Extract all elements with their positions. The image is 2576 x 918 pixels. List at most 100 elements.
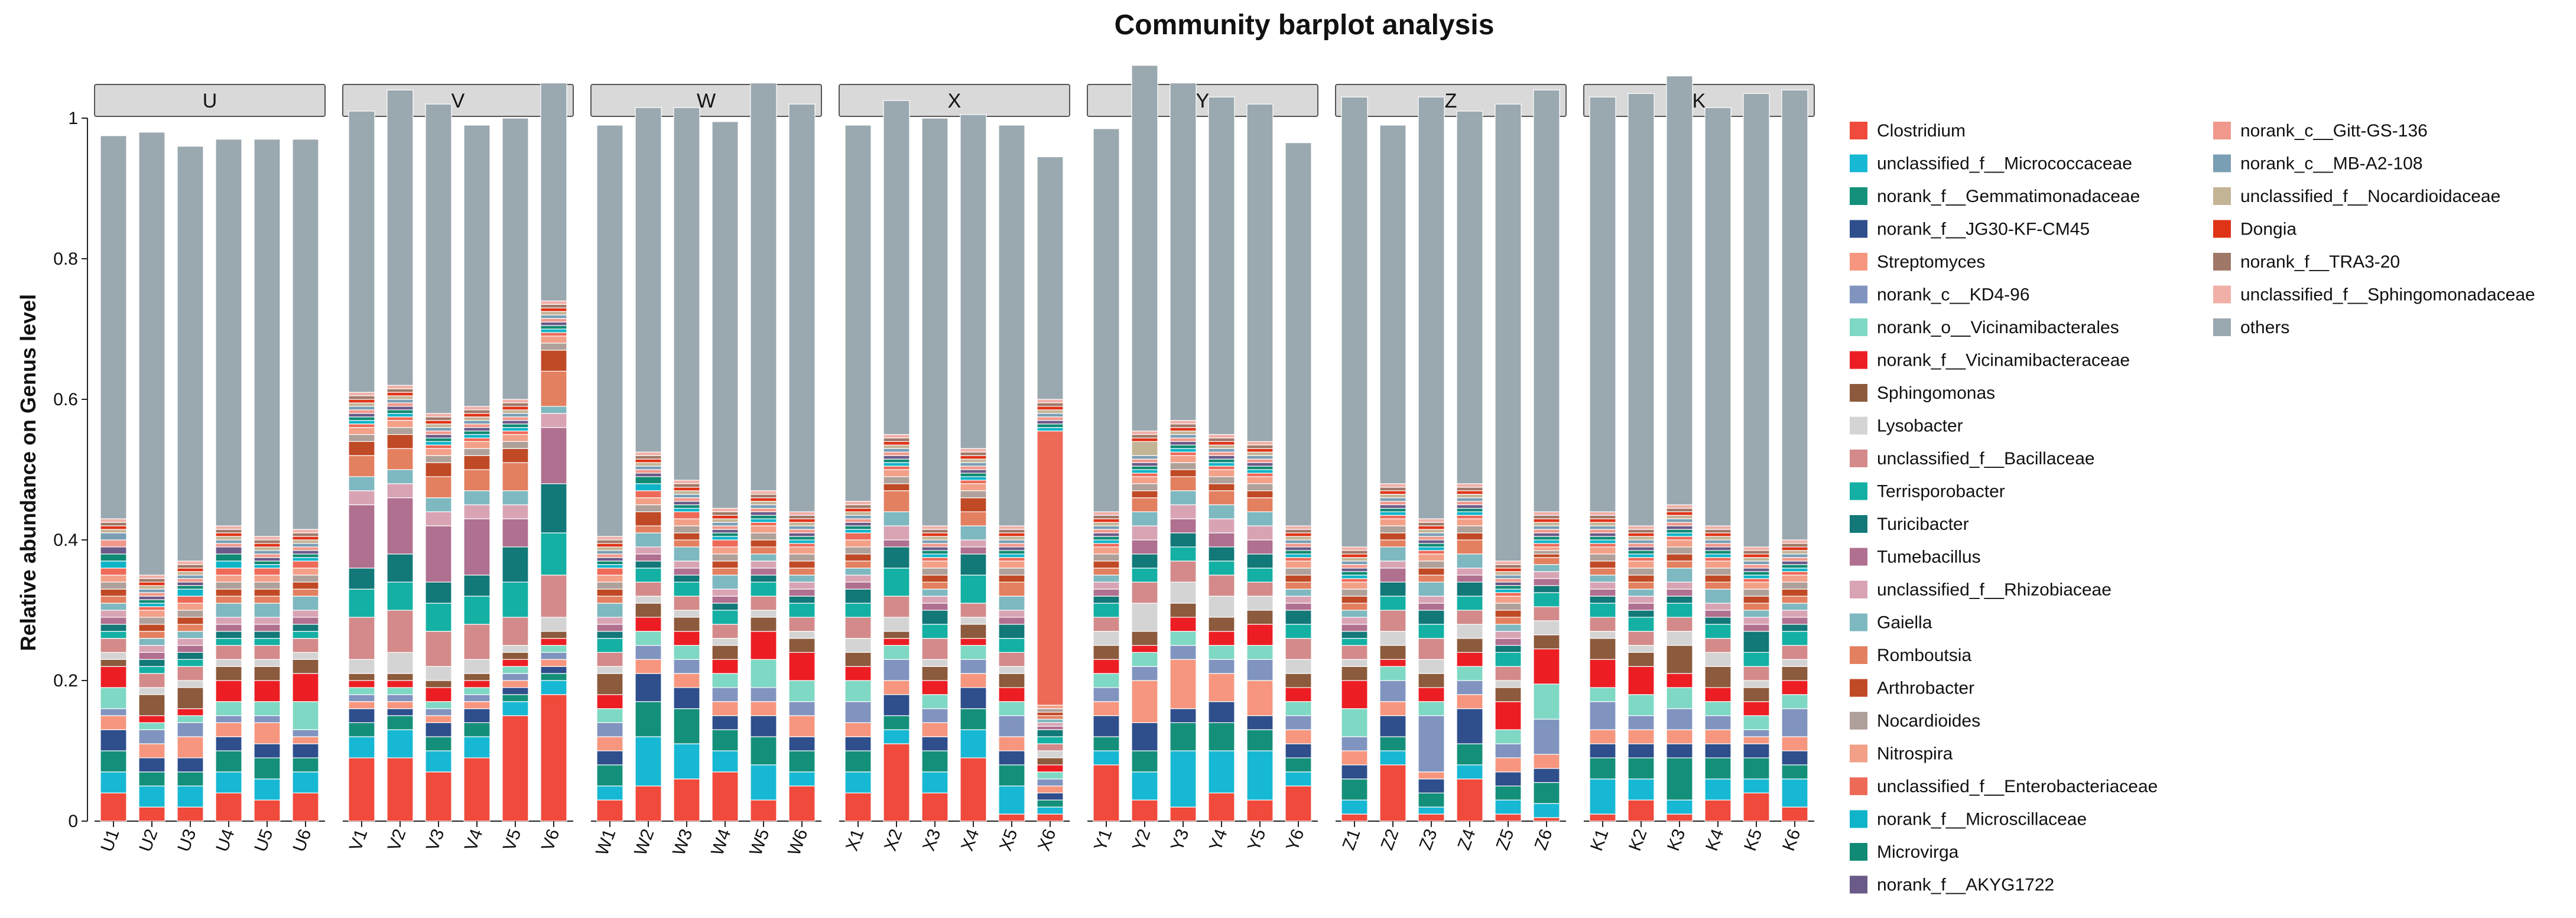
bar-segment-Turicibacter xyxy=(1628,610,1655,618)
bar-segment-others xyxy=(386,89,414,386)
bar-segment-norank_c__Gitt-GS-136 xyxy=(177,578,204,583)
bar-segment-Nocardioides xyxy=(540,343,567,351)
bar-segment-Streptomyces xyxy=(348,701,375,709)
bar-segment-norank_f__Microscillaceae xyxy=(292,557,319,562)
bar-segment-norank_f__Vicinamibacteraceae xyxy=(138,715,165,723)
bar-segment-Romboutsia xyxy=(844,561,872,569)
bar-segment-unclassified_f__Nocardioidaceae xyxy=(712,518,739,523)
bar-segment-Gaiella xyxy=(712,574,739,590)
bar-segment-norank_f__Gemmatimonadaceae xyxy=(254,757,281,780)
bar-segment-unclassified_f__Bacillaceae xyxy=(596,652,623,667)
bar-segment-Sphingomonas xyxy=(1093,644,1120,660)
x-tick-label: X4 xyxy=(957,826,983,854)
bar-segment-norank_c__MB-A2-108 xyxy=(960,462,987,467)
bar-segment-Terrisporobacter xyxy=(1533,592,1560,607)
bar-segment-unclassified_f__Bacillaceae xyxy=(921,637,948,660)
bar-segment-norank_f__Gemmatimonadaceae xyxy=(1170,722,1197,751)
facet-strip-label: U xyxy=(203,90,217,112)
bar-segment-Dongia xyxy=(1628,532,1655,537)
bar-segment-Arthrobacter xyxy=(1495,610,1522,618)
bar-segment-norank_f__AKYG1722 xyxy=(1379,504,1406,509)
bar-segment-Microvirga xyxy=(1285,550,1312,555)
bar-segment-Tumebacillus xyxy=(1743,624,1770,632)
bar-segment-unclassified_f__Nocardioidaceae xyxy=(540,311,567,315)
bar-segment-Microvirga xyxy=(254,561,281,565)
bar-segment-unclassified_f__Sphingomonadaceae xyxy=(215,525,242,530)
legend-swatch xyxy=(1850,318,1867,336)
bar-segment-Gaiella xyxy=(1131,511,1158,526)
bar-segment-norank_c__Gitt-GS-136 xyxy=(1495,578,1522,583)
bar-segment-Lysobacter xyxy=(1285,659,1312,674)
bar-segment-Nitrospira xyxy=(883,469,910,477)
bar-segment-unclassified_f__Rhizobiaceae xyxy=(1246,525,1274,541)
bar-segment-norank_c__MB-A2-108 xyxy=(1341,561,1368,565)
bar-segment-unclassified_f__Enterobacteriaceae xyxy=(750,522,777,526)
bar-segment-unclassified_f__Micrococcaceae xyxy=(1781,778,1808,808)
bar-segment-Nitrospira xyxy=(921,561,948,569)
legend-item: unclassified_f__Micrococcaceae xyxy=(1850,154,2132,174)
bar-U2 xyxy=(138,132,165,822)
legend-label: norank_f__AKYG1722 xyxy=(1877,875,2054,895)
bar-segment-norank_c__Gitt-GS-136 xyxy=(348,409,375,414)
bar-segment-Lysobacter xyxy=(138,687,165,695)
bar-segment-norank_f__TRA3-20 xyxy=(100,522,127,526)
bar-segment-unclassified_f__Sphingomonadaceae xyxy=(596,536,623,541)
bar-segment-Turicibacter xyxy=(596,631,623,639)
bar-segment-Nocardioides xyxy=(1533,550,1560,555)
bar-segment-others xyxy=(750,82,777,491)
bar-segment-Gaiella xyxy=(1285,588,1312,597)
bar-segment-norank_f__Microscillaceae xyxy=(1743,574,1770,580)
bar-segment-unclassified_f__Enterobacteriaceae xyxy=(844,532,872,541)
bar-segment-Terrisporobacter xyxy=(1418,624,1445,639)
bar-segment-norank_f__JG30-KF-CM45 xyxy=(1781,750,1808,766)
bar-segment-norank_f__Gemmatimonadaceae xyxy=(921,750,948,773)
bar-segment-unclassified_f__Sphingomonadaceae xyxy=(138,574,165,580)
bar-segment-Microvirga xyxy=(1666,529,1693,533)
bar-segment-unclassified_f__Bacillaceae xyxy=(1131,581,1158,604)
bar-segment-Microvirga xyxy=(463,430,490,435)
bar-segment-Arthrobacter xyxy=(960,497,987,512)
bar-segment-norank_c__KD4-96 xyxy=(1495,743,1522,759)
bar-segment-norank_f__AKYG1722 xyxy=(502,420,529,425)
bar-segment-norank_c__KD4-96 xyxy=(1533,718,1560,755)
bar-segment-norank_f__JG30-KF-CM45 xyxy=(1533,768,1560,783)
bar-Y2 xyxy=(1131,65,1158,822)
bar-segment-Nocardioides xyxy=(712,554,739,562)
bar-segment-norank_o__Vicinamibacterales xyxy=(844,680,872,702)
bar-segment-Tumebacillus xyxy=(673,567,700,576)
legend-swatch xyxy=(1850,810,1867,828)
bar-segment-unclassified_f__Enterobacteriaceae xyxy=(1246,473,1274,477)
bar-segment-Clostridium xyxy=(1285,785,1312,822)
bar-segment-unclassified_f__Rhizobiaceae xyxy=(1628,595,1655,604)
bar-segment-unclassified_f__Enterobacteriaceae xyxy=(921,557,948,562)
bar-segment-Clostridium xyxy=(1704,799,1732,822)
bar-segment-Turicibacter xyxy=(177,652,204,660)
bar-segment-others xyxy=(1495,103,1522,562)
bar-segment-Clostridium xyxy=(883,743,910,822)
x-tick-label: K1 xyxy=(1587,826,1613,854)
bar-segment-norank_f__Microscillaceae xyxy=(1341,574,1368,580)
bar-segment-unclassified_f__Enterobacteriaceae xyxy=(1170,451,1197,456)
bar-segment-others xyxy=(254,139,281,537)
bar-segment-Lysobacter xyxy=(254,659,281,667)
bar-segment-norank_o__Vicinamibacterales xyxy=(1170,631,1197,646)
bar-segment-norank_f__TRA3-20 xyxy=(673,483,700,488)
bar-segment-norank_f__AKYG1722 xyxy=(254,557,281,562)
bar-segment-norank_c__Gitt-GS-136 xyxy=(1743,564,1770,569)
bar-segment-Dongia xyxy=(254,543,281,548)
bar-segment-unclassified_f__Nocardioidaceae xyxy=(100,529,127,533)
bar-segment-unclassified_f__Sphingomonadaceae xyxy=(1495,561,1522,565)
legend-swatch xyxy=(1850,285,1867,304)
bar-segment-norank_f__Vicinamibacteraceae xyxy=(1285,687,1312,702)
bar-segment-norank_f__AKYG1722 xyxy=(921,546,948,551)
bar-segment-norank_f__JG30-KF-CM45 xyxy=(1743,743,1770,759)
bar-segment-unclassified_f__Micrococcaceae xyxy=(883,729,910,744)
bar-segment-Nocardioides xyxy=(1418,561,1445,569)
bar-segment-Romboutsia xyxy=(883,490,910,513)
bar-segment-unclassified_f__Rhizobiaceae xyxy=(998,610,1025,618)
bar-segment-unclassified_f__Enterobacteriaceae xyxy=(1495,592,1522,597)
bar-segment-norank_c__Gitt-GS-136 xyxy=(844,518,872,523)
bar-segment-Microvirga xyxy=(1093,536,1120,541)
bar-segment-Terrisporobacter xyxy=(463,595,490,625)
bar-segment-Turicibacter xyxy=(1093,595,1120,604)
